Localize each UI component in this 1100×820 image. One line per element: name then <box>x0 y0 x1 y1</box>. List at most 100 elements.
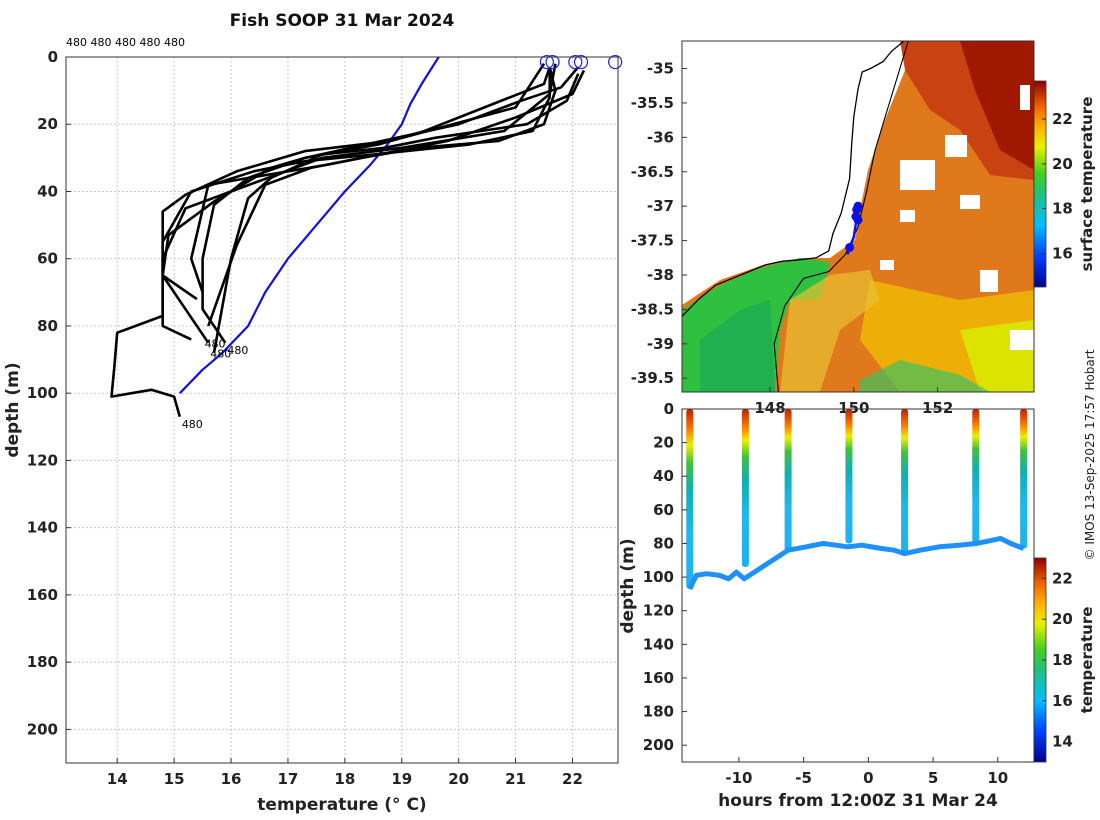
temperature-colorbar-label: temperature <box>1078 607 1096 714</box>
time-depth-cast <box>1020 409 1028 549</box>
map-lat-tick-label: -36.5 <box>631 163 674 181</box>
time-depth-y-label: depth (m) <box>618 538 638 633</box>
profiles-y-label: depth (m) <box>3 362 23 457</box>
profiles-y-tick-label: 100 <box>27 384 58 402</box>
time-depth-x-label: hours from 12:00Z 31 Mar 24 <box>718 791 998 811</box>
time-depth-x-ticks: -10 -5 0 5 10 <box>725 757 1008 787</box>
map-lon-tick-label: 148 <box>754 399 785 417</box>
temperature-colorbar-ticks: 14 16 18 20 22 <box>1042 569 1073 751</box>
time-depth-cast <box>741 409 749 568</box>
map-cloud-gaps <box>880 85 1034 350</box>
profiles-axes-frame <box>65 56 619 764</box>
time-depth-axes-frame <box>681 408 1035 763</box>
map-southern-cool <box>860 360 990 392</box>
profiles-x-tick-label: 15 <box>164 770 185 788</box>
map-profile-position-dot <box>845 242 855 252</box>
map-lon-tick-label: 152 <box>922 399 953 417</box>
profile-end-label: 480 <box>205 337 226 350</box>
temperature-profile-line <box>212 73 580 354</box>
map-land <box>682 41 905 305</box>
temperature-colorbar-tick-label: 20 <box>1052 610 1073 628</box>
time-depth-cast <box>972 409 980 544</box>
map-lat-tick-label: -38.5 <box>631 300 674 318</box>
profiles-y-ticks: 0 20 40 60 80 100 120 140 160 180 200 <box>27 48 71 738</box>
profiles-x-tick-label: 17 <box>278 770 299 788</box>
map-lat-tick-label: -39 <box>647 335 674 353</box>
profiles-x-tick-label: 16 <box>221 770 242 788</box>
time-depth-cast <box>686 409 694 589</box>
map-profile-positions <box>845 201 863 252</box>
map-lon-tick-label: 150 <box>838 399 869 417</box>
map-lat-tick-label: -35.5 <box>631 94 674 112</box>
figure-title: Fish SOOP 31 Mar 2024 <box>230 11 455 31</box>
profiles-series <box>110 56 586 418</box>
profile-start-circle <box>568 54 583 70</box>
map-colorbar-tick-label: 16 <box>1052 244 1073 262</box>
map-panel: -35 -35.5 -36 -36.5 -37 -37.5 -38 -38.5 -39 -39.5… <box>631 40 1096 417</box>
map-lat-tick-label: -37 <box>647 197 674 215</box>
map-bass-strait-cooler <box>700 300 775 392</box>
time-depth-bottom-trace <box>687 535 1025 590</box>
profiles-x-ticks: 14 15 16 17 18 19 20 21 22 <box>107 758 583 788</box>
time-depth-y-tick-label: 200 <box>643 736 674 754</box>
temperature-colorbar-tick-label: 14 <box>1052 733 1073 751</box>
profile-end-label: 480 <box>210 347 231 360</box>
profiles-x-tick-label: 22 <box>562 770 583 788</box>
profiles-x-tick-label: 19 <box>391 770 412 788</box>
map-lat-tick-label: -38 <box>647 266 674 284</box>
map-colorbar-ticks: 16 18 20 22 <box>1042 110 1073 262</box>
profiles-x-tick-label: 21 <box>505 770 526 788</box>
time-depth-y-tick-label: 80 <box>653 534 674 552</box>
profiles-y-tick-label: 40 <box>37 182 58 200</box>
climatology-line <box>179 56 440 394</box>
profiles-y-tick-label: 60 <box>37 250 58 268</box>
time-depth-casts <box>686 409 1028 589</box>
time-depth-y-tick-label: 0 <box>664 400 674 418</box>
map-colorbar-tick-label: 18 <box>1052 200 1073 218</box>
map-colorbar-label: surface temperature <box>1078 97 1096 272</box>
time-depth-x-tick-label: -5 <box>795 769 812 787</box>
time-depth-y-tick-label: 140 <box>643 635 674 653</box>
temperature-profile-line <box>110 62 546 418</box>
profile-start-circle <box>573 54 589 70</box>
profiles-y-tick-label: 20 <box>37 115 58 133</box>
map-lat-ticks: -35 -35.5 -36 -36.5 -37 -37.5 -38 -38.5 -39 -39.5 <box>631 60 687 387</box>
temperature-profile-line <box>207 69 586 327</box>
time-depth-x-tick-label: 0 <box>863 769 873 787</box>
imos-credit: © IMOS 13-Sep-2025 17:57 Hobart <box>1083 349 1097 560</box>
time-depth-y-tick-label: 100 <box>643 568 674 586</box>
profiles-x-label: temperature (° C) <box>257 795 426 815</box>
profiles-top-labels: 480 480 480 480 480 <box>66 36 185 49</box>
map-lat-tick-label: -37.5 <box>631 232 674 250</box>
temperature-profile-line <box>161 63 557 341</box>
map-colorbar-tick-label: 22 <box>1052 110 1073 128</box>
profile-start-markers <box>539 54 623 70</box>
profiles-y-tick-label: 200 <box>27 720 58 738</box>
profile-start-circle <box>539 54 554 70</box>
map-shelf-water <box>780 270 880 392</box>
time-depth-cast <box>784 409 792 552</box>
time-depth-x-tick-label: -10 <box>725 769 752 787</box>
time-depth-cast <box>901 409 909 554</box>
time-depth-cast <box>845 409 853 544</box>
map-profile-position-dot <box>853 201 863 211</box>
time-depth-x-tick-label: 10 <box>987 769 1008 787</box>
temperature-profile-line <box>161 66 551 344</box>
time-depth-y-tick-label: 20 <box>653 434 674 452</box>
profiles-y-tick-label: 120 <box>27 451 58 469</box>
temperature-colorbar-tick-label: 16 <box>1052 692 1073 710</box>
profiles-x-tick-label: 18 <box>334 770 355 788</box>
profile-end-label: 480 <box>182 418 203 431</box>
profiles-y-tick-label: 160 <box>27 586 58 604</box>
time-depth-x-tick-label: 5 <box>928 769 938 787</box>
time-depth-y-tick-label: 120 <box>643 602 674 620</box>
profile-end-label: 480 <box>227 344 248 357</box>
map-lat-tick-label: -35 <box>647 60 674 78</box>
profiles-y-tick-label: 80 <box>37 317 58 335</box>
temperature-colorbar-tick-label: 18 <box>1052 651 1073 669</box>
time-depth-y-ticks: 0 20 40 60 80 100 120 140 160 180 200 <box>643 400 687 754</box>
profile-start-circle <box>608 54 623 70</box>
